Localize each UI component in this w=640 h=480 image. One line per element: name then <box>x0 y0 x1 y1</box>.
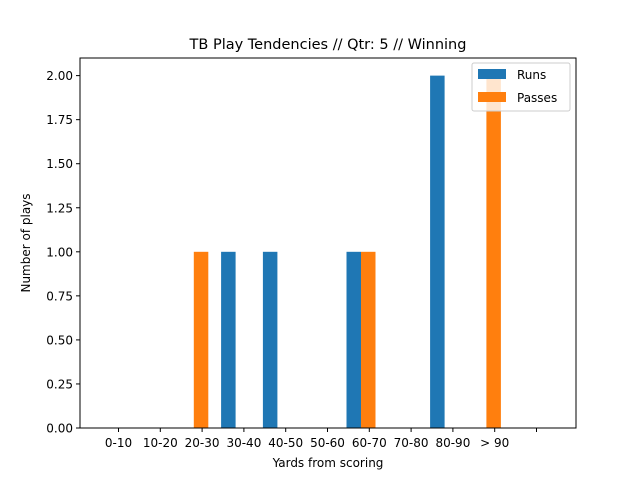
y-tick-label: 0.25 <box>46 377 73 391</box>
x-tick-label: 20-30 <box>185 436 220 450</box>
bars-group <box>193 75 501 429</box>
bar-passes-80-90 <box>486 75 501 429</box>
bar-runs-70-80 <box>430 75 445 429</box>
legend-swatch-passes <box>478 92 506 102</box>
y-tick-label: 1.75 <box>46 113 73 127</box>
x-tick-label: 30-40 <box>226 436 261 450</box>
y-tick-label: 1.00 <box>46 245 73 259</box>
bar-passes-50-60 <box>361 251 376 428</box>
y-tick-label: 1.25 <box>46 201 73 215</box>
y-tick-label: 1.50 <box>46 157 73 171</box>
y-axis-ticks: 0.00 0.25 0.50 0.75 1.00 1.25 1.50 1.75 2.00 <box>46 69 80 436</box>
y-tick-label: 0.00 <box>46 422 73 436</box>
x-tick-label: 0-10 <box>105 436 132 450</box>
y-tick-label: 2.00 <box>46 69 73 83</box>
y-tick-label: 0.50 <box>46 333 73 347</box>
legend-swatch-runs <box>478 69 506 79</box>
x-axis-label: Yards from scoring <box>272 456 384 470</box>
y-axis-label: Number of plays <box>19 193 33 292</box>
x-tick-label: 60-70 <box>352 436 387 450</box>
x-tick-label: 50-60 <box>310 436 345 450</box>
bar-passes-10-20 <box>193 251 209 428</box>
bar-runs-20-30 <box>221 251 236 428</box>
chart-title: TB Play Tendencies // Qtr: 5 // Winning <box>189 37 467 53</box>
x-tick-label: 10-20 <box>143 436 178 450</box>
legend: Runs Passes <box>471 62 571 112</box>
x-tick-label: 80-90 <box>435 436 470 450</box>
legend-label-runs: Runs <box>517 68 546 82</box>
x-tick-label: > 90 <box>480 436 509 450</box>
bar-runs-50-60 <box>346 251 361 428</box>
x-tick-label: 70-80 <box>394 436 429 450</box>
x-tick-label: 40-50 <box>268 436 303 450</box>
bar-runs-30-40 <box>262 251 278 428</box>
legend-label-passes: Passes <box>517 91 557 105</box>
x-axis-ticks: 0-10 10-20 20-30 30-40 40-50 50-60 60-70 70-80 8… <box>105 428 537 450</box>
plot-frame <box>79 57 577 429</box>
y-tick-label: 0.75 <box>46 289 73 303</box>
